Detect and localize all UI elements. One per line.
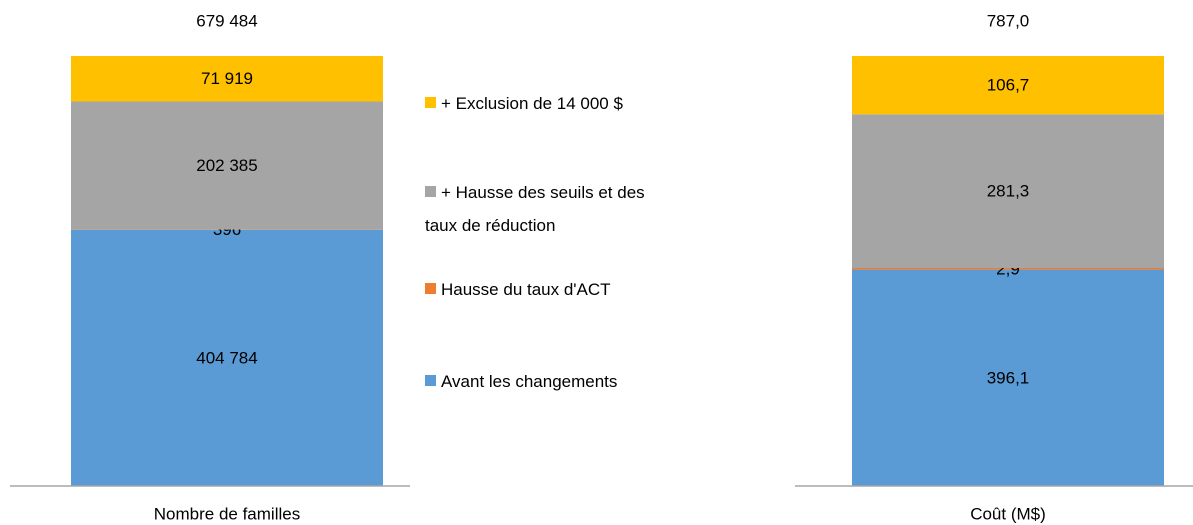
legend-swatch bbox=[425, 186, 436, 197]
legend-label: Avant les changements bbox=[441, 372, 618, 391]
legend-label: + Hausse des seuils et des taux de réduc… bbox=[425, 183, 645, 235]
legend-label: Hausse du taux d'ACT bbox=[441, 280, 611, 299]
legend-swatch bbox=[425, 97, 436, 108]
bar-segment bbox=[852, 267, 1164, 270]
bar-segment bbox=[71, 56, 383, 102]
bar-segment bbox=[852, 269, 1164, 486]
legend-swatch bbox=[425, 375, 436, 386]
value-label: 281,3 bbox=[987, 182, 1030, 201]
legend-entry: Hausse du taux d'ACT bbox=[425, 273, 665, 306]
category-label: Coût (M$) bbox=[970, 504, 1046, 523]
category-label: Nombre de familles bbox=[154, 504, 300, 523]
bar-segment bbox=[852, 114, 1164, 268]
value-label: 106,7 bbox=[987, 76, 1030, 95]
value-label: 396,1 bbox=[987, 368, 1030, 387]
legend-entry: + Hausse des seuils et des taux de réduc… bbox=[425, 176, 665, 242]
total-label: 679 484 bbox=[196, 11, 257, 30]
value-label: 404 784 bbox=[196, 348, 257, 367]
value-label: 202 385 bbox=[196, 156, 257, 175]
legend-entry: + Exclusion de 14 000 $ bbox=[425, 87, 665, 120]
legend-label: + Exclusion de 14 000 $ bbox=[441, 94, 623, 113]
total-label: 787,0 bbox=[987, 11, 1030, 30]
bar-segment bbox=[71, 101, 383, 230]
legend-entry: Avant les changements bbox=[425, 365, 665, 398]
legend-swatch bbox=[425, 283, 436, 294]
bar-segment bbox=[852, 56, 1164, 115]
bar-segment bbox=[71, 229, 383, 486]
value-label: 71 919 bbox=[201, 69, 253, 88]
